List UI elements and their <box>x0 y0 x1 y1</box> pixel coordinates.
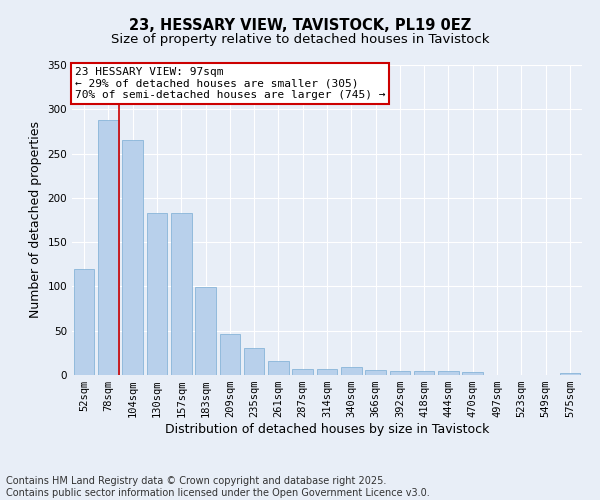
Bar <box>171 213 191 375</box>
Bar <box>463 372 483 375</box>
Bar <box>341 367 362 375</box>
Y-axis label: Number of detached properties: Number of detached properties <box>29 122 42 318</box>
Bar <box>122 140 143 375</box>
Bar <box>98 120 119 375</box>
Text: 23, HESSARY VIEW, TAVISTOCK, PL19 0EZ: 23, HESSARY VIEW, TAVISTOCK, PL19 0EZ <box>129 18 471 32</box>
Bar <box>146 213 167 375</box>
Bar <box>292 369 313 375</box>
Text: 23 HESSARY VIEW: 97sqm
← 29% of detached houses are smaller (305)
70% of semi-de: 23 HESSARY VIEW: 97sqm ← 29% of detached… <box>74 66 385 100</box>
Bar <box>365 370 386 375</box>
Bar <box>195 288 216 375</box>
Text: Contains HM Land Registry data © Crown copyright and database right 2025.
Contai: Contains HM Land Registry data © Crown c… <box>6 476 430 498</box>
X-axis label: Distribution of detached houses by size in Tavistock: Distribution of detached houses by size … <box>165 423 489 436</box>
Text: Size of property relative to detached houses in Tavistock: Size of property relative to detached ho… <box>111 32 489 46</box>
Bar <box>389 370 410 375</box>
Bar <box>438 370 459 375</box>
Bar <box>317 369 337 375</box>
Bar <box>244 348 265 375</box>
Bar <box>220 334 240 375</box>
Bar <box>74 268 94 375</box>
Bar <box>414 372 434 375</box>
Bar <box>268 361 289 375</box>
Bar <box>560 373 580 375</box>
